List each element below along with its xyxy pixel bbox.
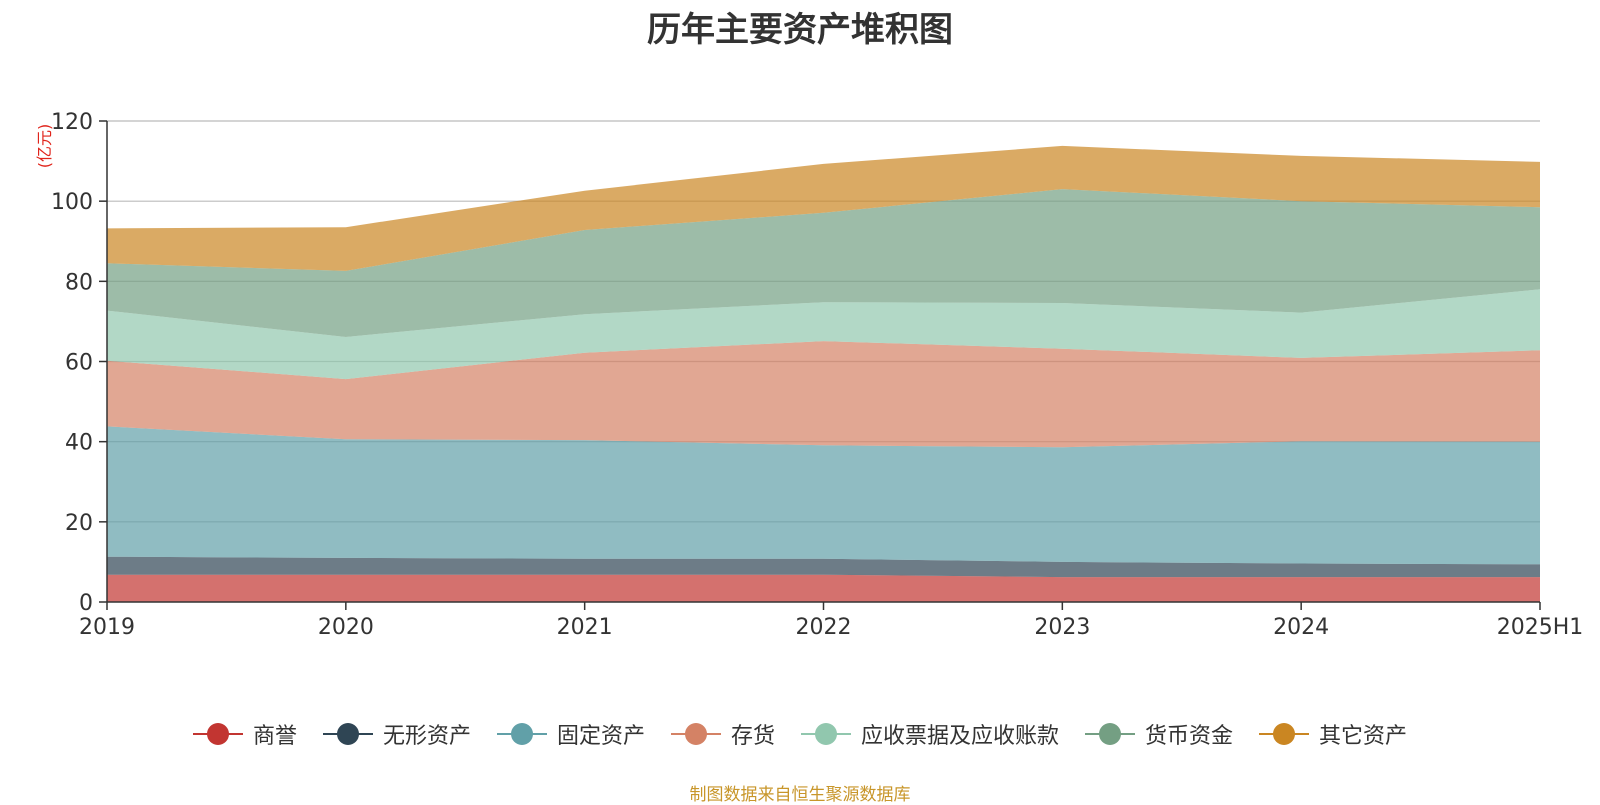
- x-tick-label: 2025H1: [1497, 615, 1584, 640]
- legend-label: 无形资产: [382, 724, 471, 749]
- x-tick-label: 2022: [796, 615, 852, 640]
- x-tick-label: 2024: [1273, 615, 1329, 640]
- area-series-6: [107, 189, 1540, 337]
- legend-label: 其它资产: [1319, 724, 1408, 749]
- x-tick-label: 2019: [79, 615, 135, 640]
- legend-label: 应收票据及应收账款: [861, 724, 1060, 749]
- area-series-layer: [107, 145, 1540, 602]
- area-series-1: [107, 574, 1540, 602]
- legend-marker-icon: [801, 722, 851, 746]
- y-tick-label: 80: [65, 270, 93, 295]
- legend-item-6[interactable]: 货币资金: [1085, 718, 1233, 750]
- legend-marker-icon: [192, 722, 243, 746]
- legend-item-1[interactable]: 商誉: [192, 718, 297, 750]
- area-series-4: [107, 341, 1540, 448]
- y-tick-label: 40: [65, 431, 93, 456]
- legend-label: 货币资金: [1145, 724, 1234, 749]
- area-series-2: [107, 556, 1540, 578]
- area-series-7: [107, 145, 1540, 271]
- y-tick-label: 0: [79, 591, 93, 616]
- legend-item-2[interactable]: 无形资产: [322, 718, 471, 750]
- legend-marker-icon: [1259, 722, 1310, 746]
- legend-marker-icon: [496, 722, 547, 746]
- y-tick-label: 20: [65, 511, 93, 536]
- y-tick-label: 100: [51, 190, 93, 215]
- chart-title: 历年主要资产堆积图: [647, 10, 953, 50]
- legend-marker-icon: [670, 722, 721, 746]
- legend-item-3[interactable]: 固定资产: [496, 718, 645, 750]
- legend-label: 固定资产: [556, 724, 645, 749]
- legend-label: 存货: [730, 724, 775, 749]
- source-note: 制图数据来自恒生聚源数据库: [689, 785, 911, 805]
- y-axis-label: (亿元): [35, 124, 54, 169]
- legend: 商誉 无形资产 固定资产 存货 应收票据及应收账款 货币资金 其它资产: [0, 718, 1600, 750]
- legend-marker-icon: [1085, 722, 1136, 746]
- y-tick-label: 120: [51, 110, 93, 135]
- legend-marker-icon: [322, 722, 373, 746]
- axes: 0 20 40 60 80 100 120 2019 2020 2021 2022 2023 2024 2…: [35, 110, 1583, 640]
- x-tick-label: 2020: [318, 615, 374, 640]
- x-tick-label: 2021: [557, 615, 613, 640]
- x-tick-label: 2023: [1034, 615, 1090, 640]
- legend-item-5[interactable]: 应收票据及应收账款: [801, 718, 1059, 750]
- area-series-5: [107, 289, 1540, 380]
- legend-label: 商誉: [252, 724, 297, 749]
- area-series-3: [107, 426, 1540, 565]
- legend-item-4[interactable]: 存货: [670, 718, 775, 750]
- y-tick-label: 60: [65, 351, 93, 376]
- legend-item-7[interactable]: 其它资产: [1259, 718, 1407, 750]
